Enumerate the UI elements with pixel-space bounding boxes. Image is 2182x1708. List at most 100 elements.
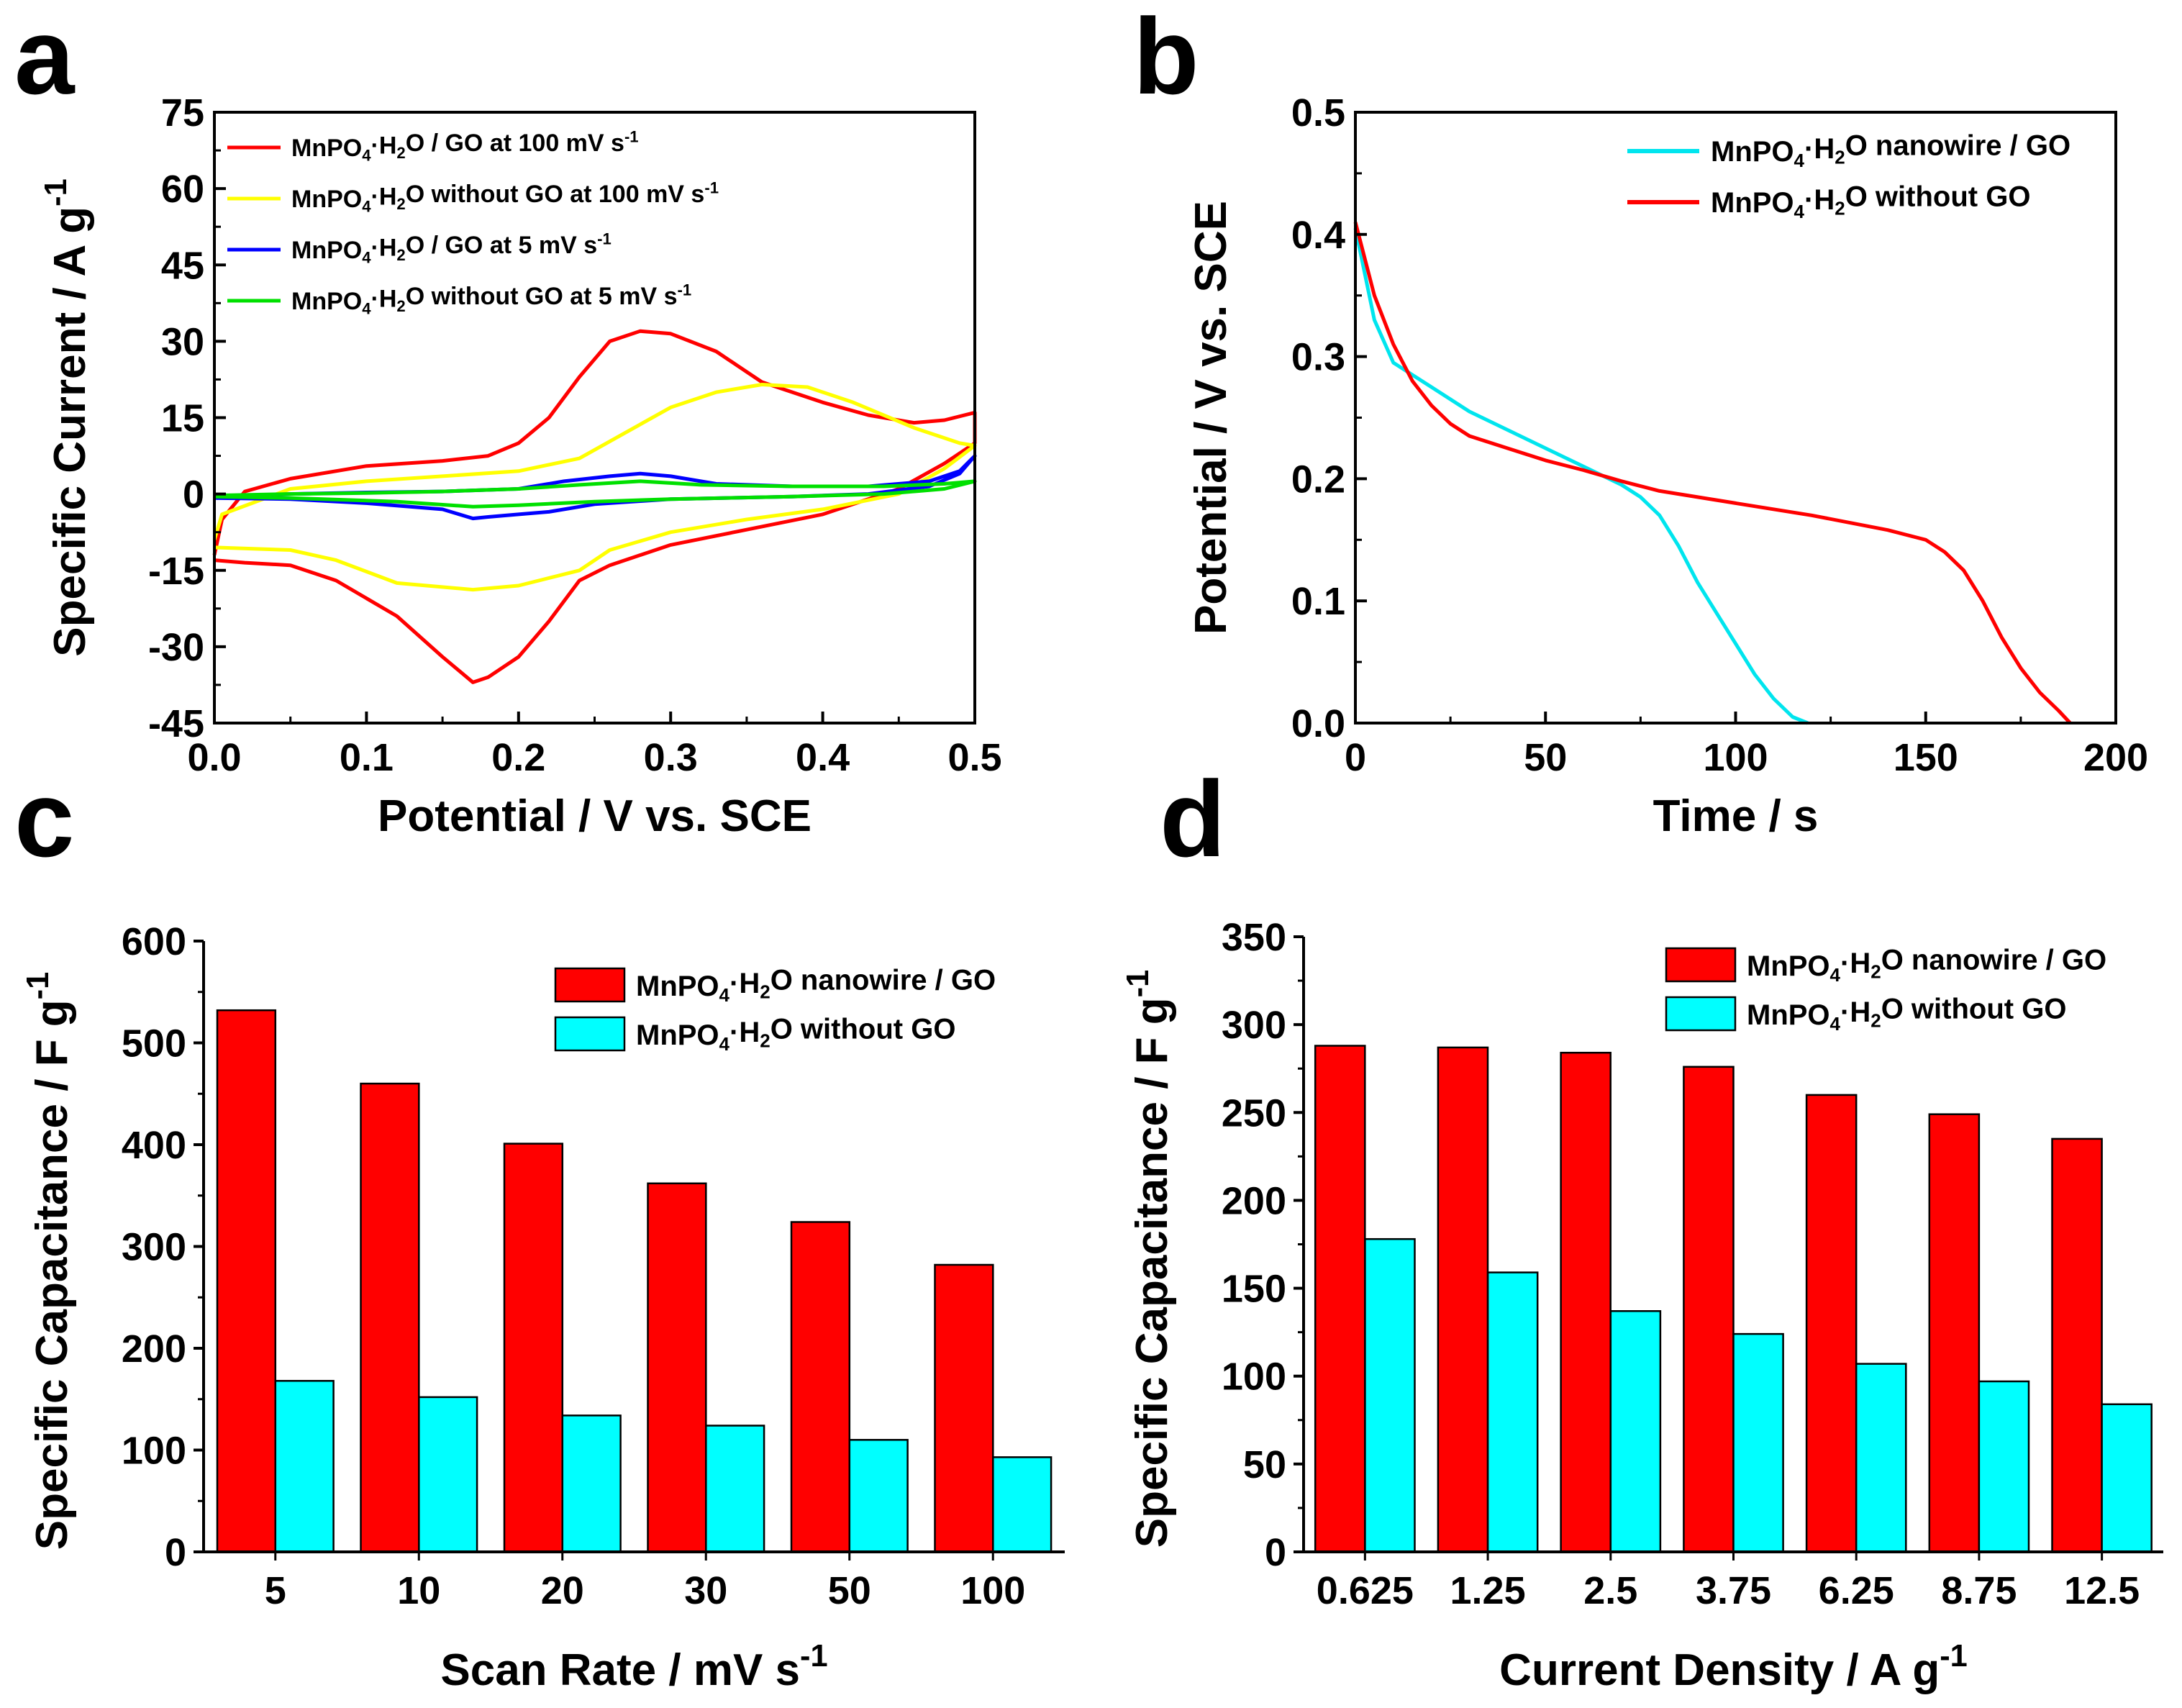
series-line-1 xyxy=(1353,227,1809,725)
x-tick-label: 8.75 xyxy=(1941,1569,2017,1612)
y-tick-label: 250 xyxy=(1222,1091,1286,1135)
series-line-4 xyxy=(214,479,977,509)
panel-c: c 5 10 20 30 50 100 600 500 400 300 200 100 0 Scan Rat… xyxy=(14,758,1065,1695)
panel-a: a 75 60 45 30 15 0 -15 -30 -450.0 0.1 0.2 0.3 0.4 0.5 P… xyxy=(14,0,1002,841)
y-tick-label: 0 xyxy=(183,473,204,517)
series-line-2 xyxy=(1353,222,2072,724)
y-tick-label: 350 xyxy=(1222,916,1286,959)
legend-label-1-sub: 4 xyxy=(1794,150,1805,171)
legend-swatch-1 xyxy=(554,967,626,1003)
series-line-2 xyxy=(212,383,977,592)
y-axis-title: Specific Capacitance / F g-1 xyxy=(1121,970,1177,1548)
legend-label-3-sup: -1 xyxy=(597,230,612,248)
legend-label-4-sub: 4 xyxy=(362,300,371,318)
bar-1-2.5 xyxy=(1560,1051,1612,1553)
legend-label-2-text: O without GO xyxy=(770,1014,956,1045)
y-tick-label: 0.1 xyxy=(1291,580,1345,623)
x-tick-label: 0 xyxy=(1345,736,1366,779)
legend-label-1-text: O nanowire / GO xyxy=(1845,130,2070,162)
x-tick-label: 150 xyxy=(1894,736,1958,779)
legend-label-1-text: MnPO xyxy=(1711,136,1794,168)
legend-label-1-text: MnPO xyxy=(291,135,362,162)
x-tick-label: 20 xyxy=(541,1569,584,1612)
x-axis-title: Current Density / A g-1 xyxy=(1499,1639,1968,1695)
panel-letter: c xyxy=(14,758,74,879)
x-axis-title: Scan Rate / mV s-1 xyxy=(440,1639,827,1695)
bar-1-3.75 xyxy=(1683,1066,1735,1553)
legend-label-2-text: MnPO xyxy=(1711,187,1794,219)
legend-label-1-text: MnPO xyxy=(1747,950,1830,982)
bar-1-20 xyxy=(503,1143,564,1553)
legend-label-2-sub: 4 xyxy=(1794,201,1805,222)
x-tick-label: 0.3 xyxy=(644,736,698,779)
y-axis-title: Potential / V vs. SCE xyxy=(1186,201,1236,635)
y-tick-label: 45 xyxy=(161,244,204,287)
x-axis-title: Potential / V vs. SCE xyxy=(378,791,812,841)
x-axis-title-text: Time / s xyxy=(1653,791,1819,841)
y-tick-label: 0.0 xyxy=(1291,702,1345,745)
x-tick-label: 30 xyxy=(684,1569,727,1612)
legend-label-1-text: MnPO xyxy=(636,971,719,1002)
legend-label-3-text: O / GO at 5 mV s xyxy=(406,232,597,259)
y-axis-title-text: Specific Capacitance / F g xyxy=(1127,997,1177,1548)
legend-label-2: MnPO4·H2O without GO xyxy=(636,1014,955,1055)
legend-label-1-text: O nanowire / GO xyxy=(1881,945,2106,976)
y-tick-label: 0.3 xyxy=(1291,336,1345,379)
legend-label-1-sub: 2 xyxy=(1870,961,1881,983)
y-tick-label: 75 xyxy=(161,91,204,135)
legend-label-2-text: MnPO xyxy=(291,186,362,213)
y-axis-title: Specific Current / A g-1 xyxy=(39,178,95,656)
panel-d: d0.625 1.25 2.5 3.75 6.25 8.75 12.535030025020… xyxy=(1121,758,2163,1695)
y-axis-title-sup: -1 xyxy=(1121,970,1155,998)
legend-label-2-sub: 2 xyxy=(760,1030,770,1052)
legend-label-2-text: MnPO xyxy=(636,1019,719,1051)
x-tick-label: 0.0 xyxy=(187,736,241,779)
legend-label-1: MnPO4·H2O nanowire / GO xyxy=(1711,130,2070,171)
legend-label-1-sub: 4 xyxy=(362,147,371,165)
x-tick-label: 0.4 xyxy=(796,736,850,779)
bar-1-5 xyxy=(216,1009,277,1553)
legend-label-4-text: O without GO at 5 mV s xyxy=(406,283,678,310)
panel-letter: b xyxy=(1133,0,1199,117)
x-tick-label: 3.75 xyxy=(1696,1569,1771,1612)
y-tick-label: 0.5 xyxy=(1291,91,1345,135)
legend-label-2-text: ·H xyxy=(729,1017,760,1048)
bar-1-1.25 xyxy=(1437,1046,1489,1553)
x-tick-label: 10 xyxy=(397,1569,440,1612)
bar-1-0.625 xyxy=(1314,1045,1366,1553)
x-axis-title-sup: -1 xyxy=(800,1639,828,1673)
y-tick-label: 0 xyxy=(1265,1531,1286,1574)
legend-label-1-text: O / GO at 100 mV s xyxy=(406,130,624,157)
y-tick-label: -30 xyxy=(148,626,204,669)
legend-label-2: MnPO4·H2O without GO at 100 mV s-1 xyxy=(291,179,719,216)
panel-b: b 0.5 0.4 0.3 0.2 0.1 0.00 50 100 150 200 Time / s P… xyxy=(1133,0,2148,841)
legend-label-2-sub: 4 xyxy=(362,198,371,216)
bar-1-30 xyxy=(647,1182,707,1553)
x-axis-title-text: Scan Rate / mV s xyxy=(440,1645,800,1695)
legend-label-2-sub: 2 xyxy=(1870,1010,1881,1032)
y-tick-label: 400 xyxy=(122,1124,186,1167)
bar-1-6.25 xyxy=(1805,1094,1858,1553)
bar-2-1.25 xyxy=(1486,1271,1539,1553)
bar-1-100 xyxy=(934,1263,994,1553)
y-tick-label: 15 xyxy=(161,397,204,440)
x-axis-title-sup: -1 xyxy=(1940,1639,1968,1673)
legend-label-3-sub: 2 xyxy=(396,246,405,264)
y-tick-label: 200 xyxy=(1222,1179,1286,1222)
x-tick-label: 100 xyxy=(1703,736,1768,779)
bar-2-5 xyxy=(274,1380,335,1553)
bar-2-100 xyxy=(992,1456,1053,1553)
legend-label-2-sub: 4 xyxy=(719,1033,730,1055)
x-tick-label: 0.625 xyxy=(1317,1569,1414,1612)
legend-label-2-sub: 2 xyxy=(396,195,405,213)
y-tick-label: 100 xyxy=(1222,1355,1286,1399)
legend-label-1-sub: 4 xyxy=(1830,964,1841,986)
legend-label-4: MnPO4·H2O without GO at 5 mV s-1 xyxy=(291,281,691,318)
legend-label-1-sup: -1 xyxy=(624,128,639,146)
x-axis-title-text: Current Density / A g xyxy=(1499,1645,1940,1695)
legend-label-4-sub: 2 xyxy=(396,297,405,315)
legend-label-2-sub: 2 xyxy=(1835,198,1845,219)
y-axis-title-text: Specific Capacitance / F g xyxy=(27,999,77,1550)
legend-label-2-sub: 4 xyxy=(1830,1013,1841,1035)
